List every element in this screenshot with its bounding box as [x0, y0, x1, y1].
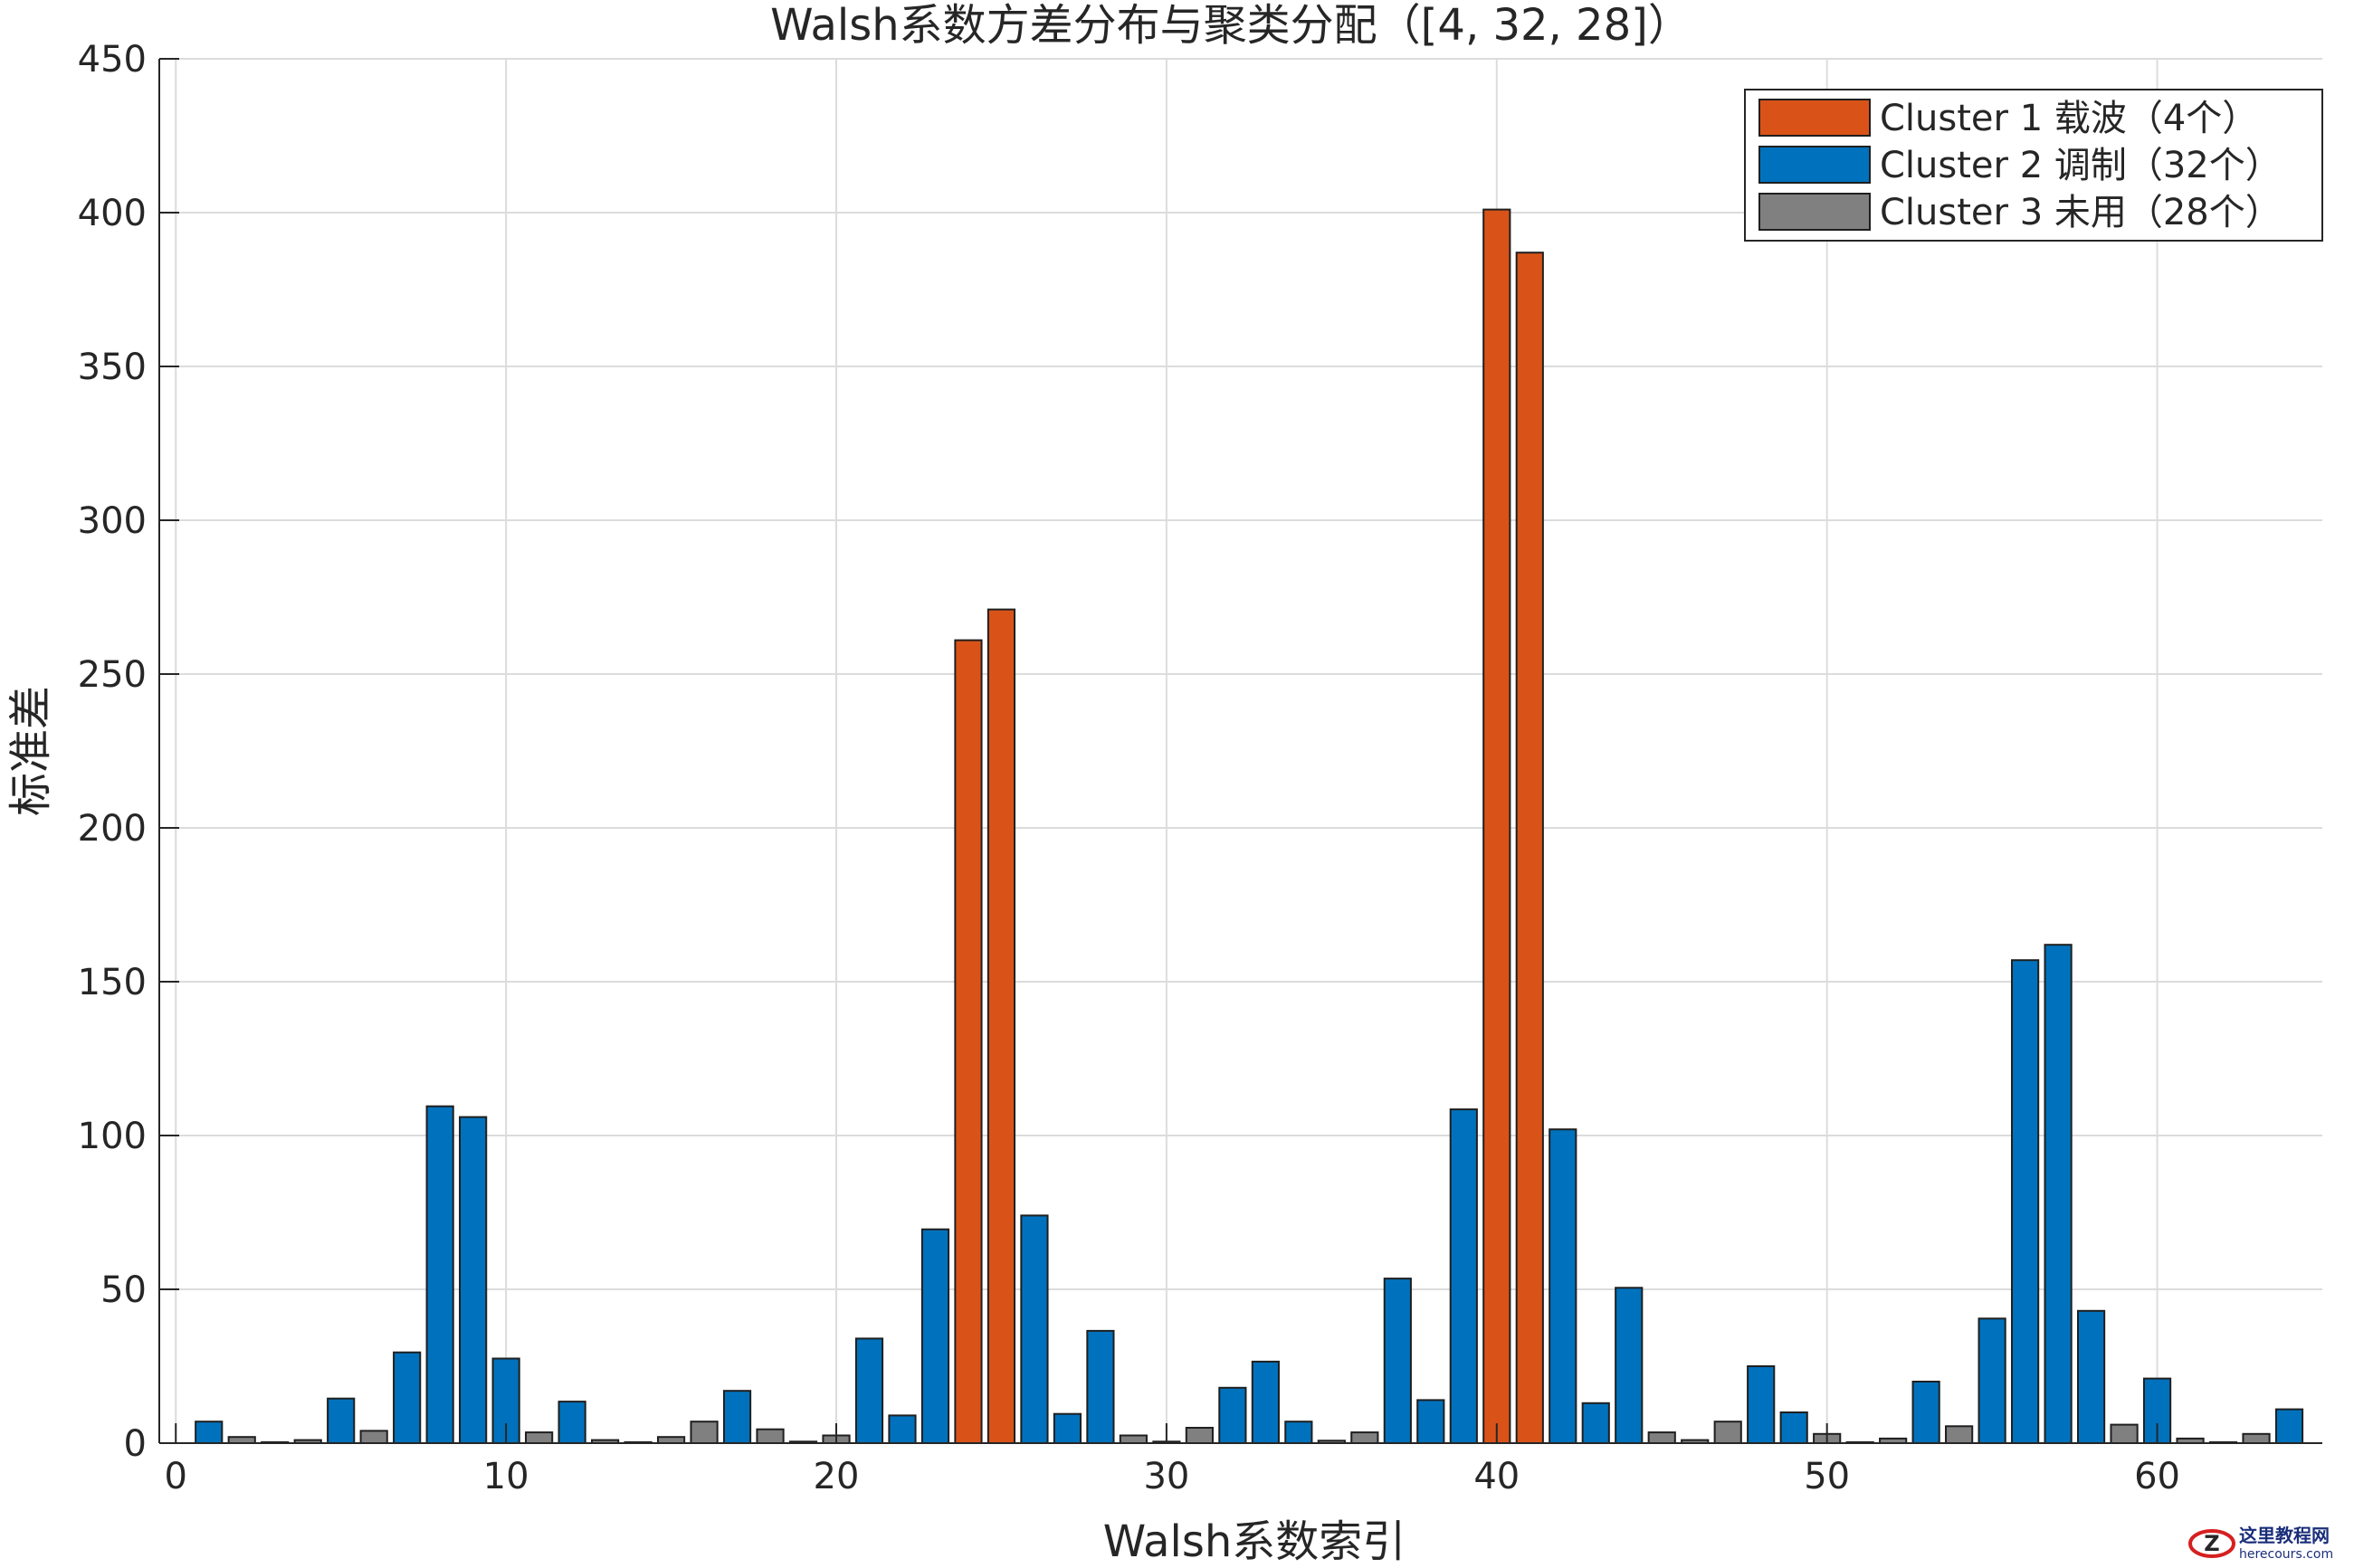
bar-cluster-3 [1350, 1431, 1379, 1444]
bar-cluster-2 [1251, 1360, 1280, 1445]
x-tick-label: 20 [814, 1456, 860, 1497]
y-tick-label: 100 [78, 1116, 147, 1157]
bar-cluster-3 [756, 1428, 785, 1444]
bar-cluster-3 [1185, 1427, 1214, 1444]
bar-cluster-2 [327, 1397, 356, 1444]
watermark-badge: Z [2204, 1531, 2219, 1556]
x-tick-label: 30 [1143, 1456, 1189, 1497]
bar-cluster-3 [1119, 1434, 1148, 1444]
bar-cluster-2 [2274, 1408, 2304, 1444]
bar-cluster-2 [854, 1337, 884, 1445]
legend-label-cluster-1: Cluster 1 载波（4个） [1880, 98, 2258, 139]
bar-cluster-3 [1647, 1431, 1676, 1444]
bar-cluster-2 [1218, 1386, 1247, 1445]
legend: Cluster 1 载波（4个） Cluster 2 调制（32个） Clust… [1744, 89, 2323, 242]
bar-cluster-2 [1615, 1287, 1644, 1445]
bar-cluster-2 [1911, 1381, 1940, 1444]
bar-cluster-2 [1747, 1365, 1776, 1444]
x-axis-title: Walsh系数索引 [1103, 1516, 1406, 1563]
y-tick-label: 50 [100, 1269, 147, 1311]
bar-cluster-1 [954, 639, 983, 1444]
bar-cluster-1 [1482, 208, 1511, 1445]
x-tick-label: 40 [1473, 1456, 1520, 1497]
gridlines [159, 58, 2322, 1444]
bar-cluster-2 [722, 1390, 752, 1444]
x-tick-label: 60 [2134, 1456, 2180, 1497]
bar-cluster-1 [986, 608, 1016, 1444]
bar-cluster-1 [1515, 252, 1544, 1445]
bar-cluster-3 [1945, 1425, 1974, 1445]
bar-cluster-2 [1383, 1278, 1412, 1444]
bar-cluster-2 [195, 1421, 224, 1444]
legend-swatch-cluster-3 [1758, 193, 1871, 231]
bar-cluster-2 [1549, 1128, 1577, 1444]
y-tick-label: 400 [78, 193, 147, 234]
y-tick-label: 200 [78, 808, 147, 850]
bar-cluster-3 [1713, 1421, 1742, 1444]
bar-cluster-3 [359, 1430, 388, 1445]
y-tick-label: 350 [78, 347, 147, 388]
bar-cluster-2 [1779, 1411, 1808, 1444]
bar-cluster-2 [558, 1401, 586, 1444]
y-tick-label: 450 [78, 39, 147, 81]
x-tick-label: 10 [483, 1456, 529, 1497]
watermark-ring-icon [2188, 1529, 2235, 1558]
bar-cluster-2 [393, 1351, 422, 1444]
chart-title: Walsh系数方差分布与聚类分配（[4, 32, 28]） [770, 0, 1692, 51]
watermark-logo: Z 这里教程网 herecours.com [2188, 1525, 2333, 1562]
bar-cluster-2 [2011, 959, 2040, 1444]
y-tick-label: 300 [78, 500, 147, 542]
x-tick-label: 50 [1804, 1456, 1850, 1497]
bar-cluster-2 [1581, 1402, 1610, 1445]
bar-cluster-3 [227, 1436, 256, 1444]
bar-cluster-3 [525, 1431, 554, 1444]
bar-cluster-2 [920, 1228, 950, 1444]
bar-cluster-2 [459, 1116, 488, 1444]
legend-swatch-cluster-2 [1758, 146, 1871, 184]
y-tick-label: 150 [78, 962, 147, 1003]
x-tick-label: 0 [165, 1456, 187, 1497]
y-tick-label: 0 [124, 1423, 147, 1465]
bar-cluster-2 [1978, 1317, 2006, 1445]
bar-cluster-2 [1449, 1108, 1478, 1444]
bar-cluster-2 [1086, 1329, 1115, 1445]
bar-cluster-2 [888, 1414, 917, 1445]
watermark-subtext: herecours.com [2239, 1547, 2333, 1562]
bar-cluster-2 [2076, 1309, 2106, 1445]
y-tick-label: 250 [78, 654, 147, 696]
bar-cluster-2 [2044, 944, 2073, 1444]
bar-cluster-2 [1416, 1399, 1445, 1445]
tick-labels: 0 50 100 150 200 250 300 350 400 450 0 10 20 30 40 50 60 [78, 39, 2180, 1497]
bar-cluster-2 [425, 1105, 454, 1444]
y-axis-title: 标准差 [5, 686, 56, 816]
bar-cluster-2 [1020, 1214, 1049, 1445]
bar-cluster-3 [690, 1421, 719, 1444]
bar-cluster-3 [2242, 1432, 2271, 1445]
bars [195, 208, 2304, 1445]
watermark-text: 这里教程网 [2239, 1525, 2330, 1546]
legend-swatch-cluster-1 [1758, 99, 1871, 137]
bar-cluster-3 [656, 1436, 686, 1444]
axes [158, 58, 2322, 1444]
bar-cluster-3 [2110, 1423, 2139, 1444]
legend-label-cluster-2: Cluster 2 调制（32个） [1880, 145, 2282, 186]
bar-cluster-2 [1053, 1412, 1082, 1444]
legend-label-cluster-3: Cluster 3 未用（28个） [1880, 192, 2282, 233]
bar-cluster-2 [1284, 1421, 1313, 1444]
